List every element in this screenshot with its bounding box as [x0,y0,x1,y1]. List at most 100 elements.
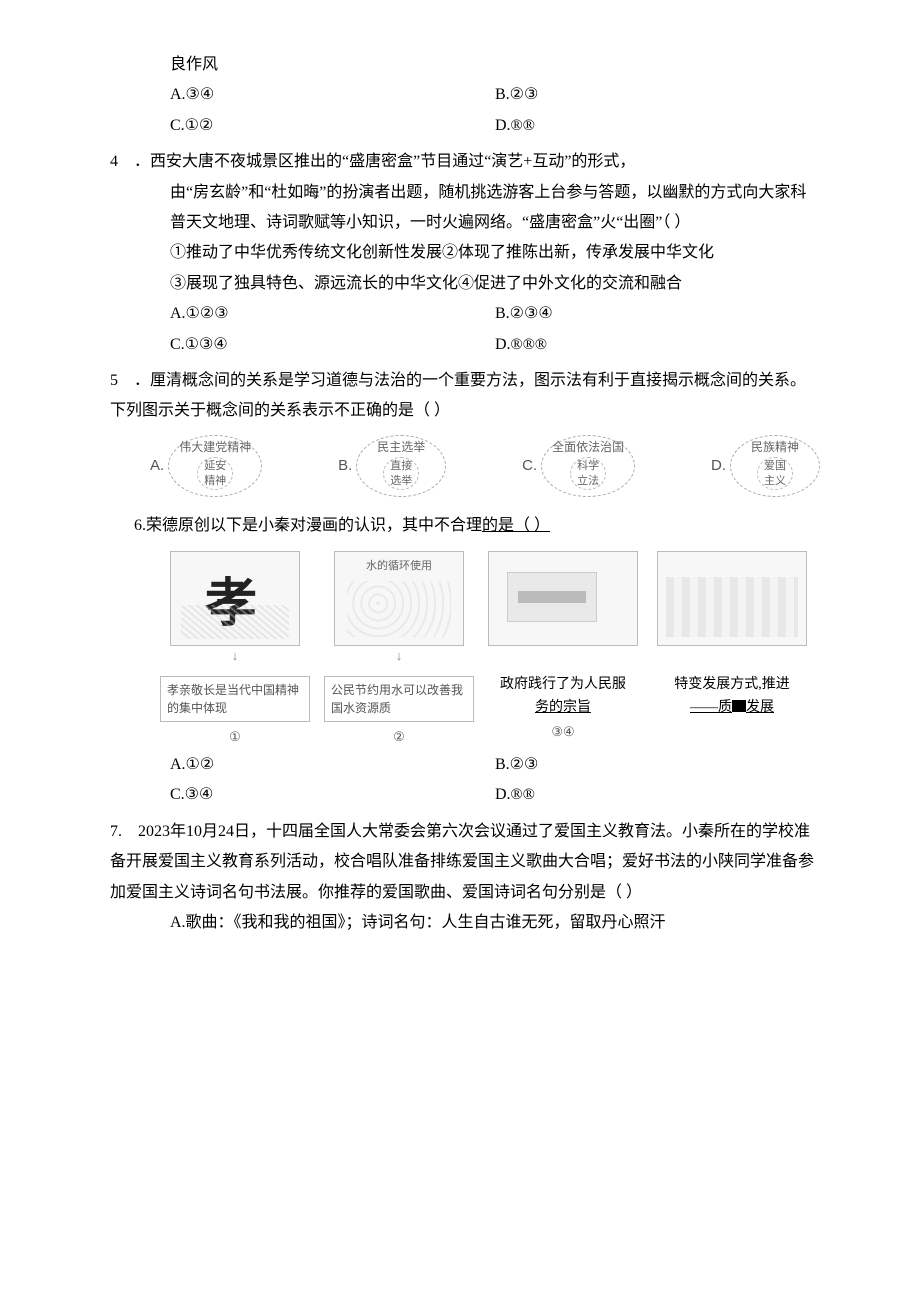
q5-outerB: 民主选举 [367,440,435,456]
q7: 7. 2023年10月24日，十四届全国人大常委会第六次会议通过了爱国主义教育法… [110,817,820,939]
q6-text3: 政府践行了为人民服 务的宗旨 ③④ [488,646,638,743]
q5-innerB-l2: 选举 [390,474,412,488]
q4-options-row1: A.①②③ B.②③④ [110,299,820,329]
q4-line2: 由“房玄龄”和“杜如晦”的扮演者出题，随机挑选游客上台参与答题，以幽默的方式向大… [110,178,820,239]
q5-outerD: 民族精神 [741,440,809,456]
q6-panel1: 孝 ↓ 孝亲敬长是当代中国精神的集中体现 ① [160,551,310,750]
q5-innerC: 科学 立法 [570,457,606,490]
q4-line1: 4．西安大唐不夜城景区推出的“盛唐密盒”节目通过“演艺+互动”的形式， [110,147,820,177]
q3-optB[interactable]: B.②③ [495,80,820,110]
q6-img2: 水的循环使用 [334,551,464,646]
q5-ovalB: 民主选举 直接 选举 [356,435,446,497]
q6-text3b: 务的宗旨 [488,697,638,719]
q6-img1: 孝 [170,551,300,646]
q4-optD[interactable]: D.®®® [495,330,820,360]
q7-number: 7. [110,817,134,847]
q5-labelD: D. [711,452,726,481]
q6-optC[interactable]: C.③④ [170,780,495,810]
q5-concept-D[interactable]: D. 民族精神 爱国 主义 [711,435,820,497]
q5-labelA: A. [150,452,164,481]
q6-number: 6. [134,517,146,534]
q6-stem-line: 6.荣德原创以下是小秦对漫画的认识，其中不合理的是（ ） [110,511,820,541]
q6-cartoon-row: 孝 ↓ 孝亲敬长是当代中国精神的集中体现 ① 水的循环使用 ↓ 公民节约用水可以… [110,541,820,750]
city-icon [666,577,798,637]
q5-labelB: B. [338,452,352,481]
q5-innerB-l1: 直接 [390,459,412,473]
q5-ovalC: 全面依法治国 科学 立法 [541,435,635,497]
q6-panel4: 特变发展方式,推进 ——质发展 [652,551,812,719]
q4-number: 4 [110,147,134,177]
q6-stem: 荣德原创以下是小秦对漫画的认识，其中不合理 [146,517,482,534]
q4-optB[interactable]: B.②③④ [495,299,820,329]
q5-innerA-l2: 精神 [204,474,226,488]
q5-concept-A[interactable]: A. 伟大建党精神 延安 精神 [150,435,262,497]
q3-options-row2: C.①② D.®® [110,111,820,141]
black-square-icon [732,700,746,712]
q5: 5．厘清概念间的关系是学习道德与法治的一个重要方法，图示法有利于直接揭示概念间的… [110,366,820,505]
q3-optD[interactable]: D.®® [495,111,820,141]
water-cycle-icon [347,581,451,637]
scrawl-icon [181,605,289,639]
q5-line1: 5．厘清概念间的关系是学习道德与法治的一个重要方法，图示法有利于直接揭示概念间的… [110,366,820,427]
q6-cap2: 公民节约用水可以改善我国水资源质 [324,676,474,722]
q5-innerC-l2: 立法 [577,474,599,488]
q6-text4b-pre: ——质 [690,700,732,715]
q5-innerD: 爱国 主义 [757,457,793,490]
q4-options-row2: C.①③④ D.®®® [110,330,820,360]
q6-img2-title: 水的循环使用 [335,552,463,577]
q6-num34: ③④ [488,722,638,743]
q6-cap1: 孝亲敬长是当代中国精神的集中体现 [160,676,310,722]
q4-optA[interactable]: A.①②③ [170,299,495,329]
q4: 4．西安大唐不夜城景区推出的“盛唐密盒”节目通过“演艺+互动”的形式， 由“房玄… [110,147,820,360]
q3-options-row1: A.③④ B.②③ [110,80,820,110]
q3-optC[interactable]: C.①② [170,111,495,141]
q6-img3 [488,551,638,646]
q3-trailing: 良作风 A.③④ B.②③ C.①② D.®® [110,50,820,141]
q5-ovalD: 民族精神 爱国 主义 [730,435,820,497]
q6-num2: ② [393,725,405,750]
q6-options-row2: C.③④ D.®® [110,780,820,810]
billboard-icon [507,572,597,622]
q6-text4b: ——质发展 [652,697,812,719]
q6-text4: 特变发展方式,推进 ——质发展 [652,646,812,719]
q5-concept-C[interactable]: C. 全面依法治国 科学 立法 [522,435,635,497]
q6-num1: ① [229,725,241,750]
q6-panel2: 水的循环使用 ↓ 公民节约用水可以改善我国水资源质 ② [324,551,474,750]
q6-options-row1: A.①② B.②③ [110,750,820,780]
q3-optA[interactable]: A.③④ [170,80,495,110]
q7-optA[interactable]: A.歌曲：《我和我的祖国》；诗词名句：人生自古谁无死，留取丹心照汗 [110,908,820,938]
q6-text4a: 特变发展方式,推进 [652,674,812,696]
q5-innerB: 直接 选举 [383,457,419,490]
q5-innerD-l1: 爱国 [764,459,786,473]
q3-trail-text: 良作风 [110,50,820,80]
arrow-down-icon-2: ↓ [396,649,403,662]
q6-text3a: 政府践行了为人民服 [488,674,638,696]
q5-innerA: 延安 精神 [197,457,233,490]
q5-concept-diagrams: A. 伟大建党精神 延安 精神 B. 民主选举 直接 选举 C. [110,427,820,505]
q6-optB[interactable]: B.②③ [495,750,820,780]
q6-stem-tail: 的是（ ） [482,517,550,534]
q4-stmt1: ①推动了中华优秀传统文化创新性发展②体现了推陈出新，传承发展中华文化 [110,238,820,268]
q5-outerA: 伟大建党精神 [179,440,251,456]
q5-innerD-l2: 主义 [764,474,786,488]
q5-concept-B[interactable]: B. 民主选举 直接 选举 [338,435,446,497]
q4-stmt2: ③展现了独具特色、源远流长的中华文化④促进了中外文化的交流和融合 [110,269,820,299]
q6-panel3: 政府践行了为人民服 务的宗旨 ③④ [488,551,638,743]
q5-labelC: C. [522,452,537,481]
q5-line1-text: ．厘清概念间的关系是学习道德与法治的一个重要方法，图示法有利于直接揭示概念间的关… [110,372,806,419]
q5-outerC: 全面依法治国 [552,440,624,456]
q6-img4 [657,551,807,646]
q5-innerC-l1: 科学 [577,459,599,473]
q7-body: 2023年10月24日，十四届全国人大常委会第六次会议通过了爱国主义教育法。小秦… [110,823,814,901]
q6-optD[interactable]: D.®® [495,780,820,810]
q6-optA[interactable]: A.①② [170,750,495,780]
q4-line1-text: ．西安大唐不夜城景区推出的“盛唐密盒”节目通过“演艺+互动”的形式， [134,153,635,170]
q5-innerA-l1: 延安 [204,459,226,473]
q4-optC[interactable]: C.①③④ [170,330,495,360]
q6-text4b-post: 发展 [746,700,774,715]
q7-line1: 7. 2023年10月24日，十四届全国人大常委会第六次会议通过了爱国主义教育法… [110,817,820,908]
q6: 6.荣德原创以下是小秦对漫画的认识，其中不合理的是（ ） 孝 ↓ 孝亲敬长是当代… [110,511,820,811]
q5-number: 5 [110,366,134,396]
q5-ovalA: 伟大建党精神 延安 精神 [168,435,262,497]
arrow-down-icon: ↓ [232,649,239,662]
